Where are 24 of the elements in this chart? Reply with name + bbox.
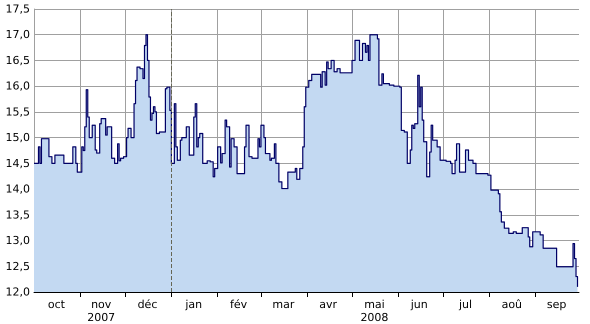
y-tick-label: 17,5: [6, 2, 30, 16]
y-tick-label: 16,0: [6, 80, 30, 93]
y-tick-label: 15,0: [6, 131, 30, 144]
x-tick-label: mai 2008: [360, 298, 388, 324]
y-tick-label: 14,0: [6, 182, 30, 196]
x-tick-label: jan: [184, 298, 202, 311]
x-tick-label: nov 2007: [87, 298, 116, 324]
y-tick-label: 12,0: [6, 286, 30, 298]
x-tick-label: aoû: [502, 298, 522, 311]
y-tick-label: 17,0: [6, 28, 30, 42]
y-tick-label: 15,5: [6, 105, 30, 118]
x-tick-label: sep: [546, 298, 566, 311]
x-tick-label: jun: [410, 298, 428, 311]
x-tick-label: avr: [319, 298, 338, 311]
x-tick-label: jul: [458, 298, 472, 311]
y-tick-label: 14,5: [6, 156, 30, 170]
x-tick-label: déc: [138, 298, 158, 311]
y-tick-label: 13,5: [6, 208, 30, 222]
y-tick-label: 12,5: [6, 260, 30, 273]
x-tick-label: mar: [272, 298, 295, 311]
y-tick-label: 16,5: [6, 54, 30, 67]
y-tick-label: 13,0: [6, 234, 30, 248]
x-tick-label: oct: [48, 298, 66, 311]
x-tick-label: fév: [230, 298, 248, 311]
